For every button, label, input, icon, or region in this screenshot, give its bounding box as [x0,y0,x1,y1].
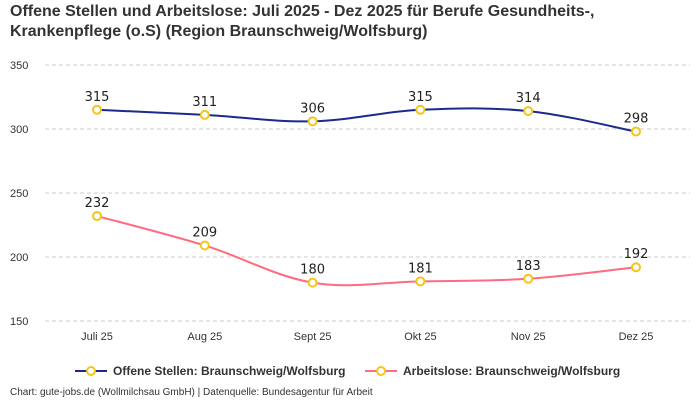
data-point [307,116,318,127]
legend-label: Arbeitslose: Braunschweig/Wolfsburg [403,364,620,378]
data-label: 298 [624,112,649,127]
x-tick-label: Okt 25 [404,331,436,343]
x-tick-label: Sept 25 [294,331,332,343]
data-point [415,276,426,287]
data-point [92,104,102,115]
data-point [199,109,210,120]
series-line-1 [96,215,637,287]
data-label: 181 [408,261,433,276]
data-label: 232 [85,196,110,211]
data-point [199,240,210,251]
x-tick-label: Aug 25 [187,331,222,343]
chart-title: Offene Stellen und Arbeitslose: Juli 202… [10,3,595,40]
data-point [307,277,318,288]
y-tick-label: 350 [10,60,28,72]
legend-marker-icon [86,366,96,376]
source-note: Chart: gute-jobs.de (Wollmilchsau GmbH) … [10,387,373,398]
y-tick-label: 150 [10,316,28,328]
legend-marker-icon [376,366,386,376]
data-label: 306 [300,101,325,116]
legend-label: Offene Stellen: Braunschweig/Wolfsburg [113,364,345,378]
data-point [92,211,102,222]
y-tick-label: 300 [10,124,28,136]
data-point [523,273,534,284]
data-point [631,262,641,273]
series-line-0 [96,107,637,133]
data-label: 311 [192,95,217,110]
data-label: 315 [408,90,433,105]
data-label: 314 [516,91,541,106]
y-tick-label: 200 [10,252,28,264]
data-label: 183 [516,259,541,274]
data-label: 315 [85,90,110,105]
data-point [415,104,426,115]
x-tick-label: Juli 25 [81,331,113,343]
data-point [631,126,641,137]
data-point [523,106,534,117]
data-label: 192 [624,247,649,262]
data-label: 180 [300,263,325,278]
x-tick-label: Nov 25 [511,331,546,343]
y-tick-label: 250 [10,188,28,200]
x-tick-label: Dez 25 [619,331,654,343]
data-label: 209 [192,225,217,240]
